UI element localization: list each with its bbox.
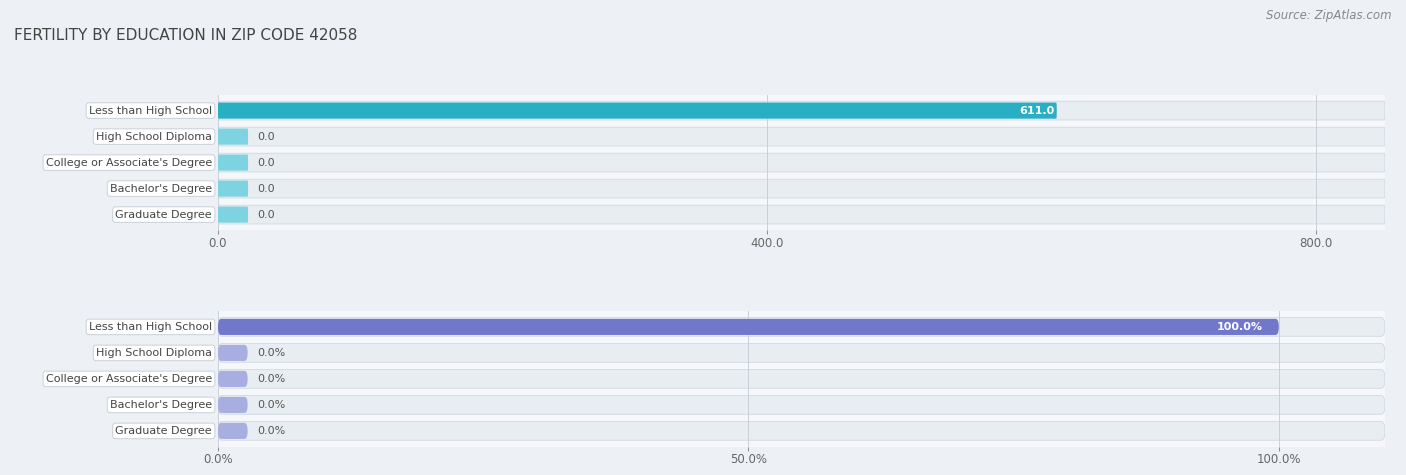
Text: 0.0%: 0.0% bbox=[257, 400, 285, 410]
Text: College or Associate's Degree: College or Associate's Degree bbox=[46, 158, 212, 168]
Text: FERTILITY BY EDUCATION IN ZIP CODE 42058: FERTILITY BY EDUCATION IN ZIP CODE 42058 bbox=[14, 28, 357, 44]
Text: 0.0%: 0.0% bbox=[257, 348, 285, 358]
Text: 0.0%: 0.0% bbox=[257, 426, 285, 436]
Text: 100.0%: 100.0% bbox=[1218, 322, 1263, 332]
Text: Source: ZipAtlas.com: Source: ZipAtlas.com bbox=[1267, 10, 1392, 22]
FancyBboxPatch shape bbox=[218, 153, 1385, 172]
FancyBboxPatch shape bbox=[218, 423, 247, 439]
Text: Less than High School: Less than High School bbox=[89, 322, 212, 332]
Text: Bachelor's Degree: Bachelor's Degree bbox=[110, 184, 212, 194]
FancyBboxPatch shape bbox=[218, 207, 247, 223]
Text: 0.0: 0.0 bbox=[257, 209, 276, 219]
FancyBboxPatch shape bbox=[218, 179, 1385, 198]
FancyBboxPatch shape bbox=[218, 129, 247, 145]
Text: High School Diploma: High School Diploma bbox=[96, 132, 212, 142]
Text: 611.0: 611.0 bbox=[1019, 105, 1054, 115]
Text: 0.0: 0.0 bbox=[257, 158, 276, 168]
FancyBboxPatch shape bbox=[218, 370, 1385, 388]
Text: Graduate Degree: Graduate Degree bbox=[115, 426, 212, 436]
FancyBboxPatch shape bbox=[218, 127, 1385, 146]
Text: Less than High School: Less than High School bbox=[89, 105, 212, 115]
FancyBboxPatch shape bbox=[218, 154, 247, 171]
Text: 0.0%: 0.0% bbox=[257, 374, 285, 384]
Text: 0.0: 0.0 bbox=[257, 132, 276, 142]
FancyBboxPatch shape bbox=[218, 421, 1385, 440]
FancyBboxPatch shape bbox=[218, 343, 1385, 362]
FancyBboxPatch shape bbox=[218, 103, 1057, 119]
FancyBboxPatch shape bbox=[218, 397, 247, 413]
FancyBboxPatch shape bbox=[218, 101, 1385, 120]
FancyBboxPatch shape bbox=[218, 180, 247, 197]
FancyBboxPatch shape bbox=[218, 396, 1385, 414]
Text: 0.0: 0.0 bbox=[257, 184, 276, 194]
FancyBboxPatch shape bbox=[218, 345, 247, 361]
FancyBboxPatch shape bbox=[218, 318, 1385, 336]
Text: College or Associate's Degree: College or Associate's Degree bbox=[46, 374, 212, 384]
Text: High School Diploma: High School Diploma bbox=[96, 348, 212, 358]
FancyBboxPatch shape bbox=[218, 319, 1279, 335]
Text: Graduate Degree: Graduate Degree bbox=[115, 209, 212, 219]
FancyBboxPatch shape bbox=[218, 205, 1385, 224]
FancyBboxPatch shape bbox=[218, 371, 247, 387]
Text: Bachelor's Degree: Bachelor's Degree bbox=[110, 400, 212, 410]
